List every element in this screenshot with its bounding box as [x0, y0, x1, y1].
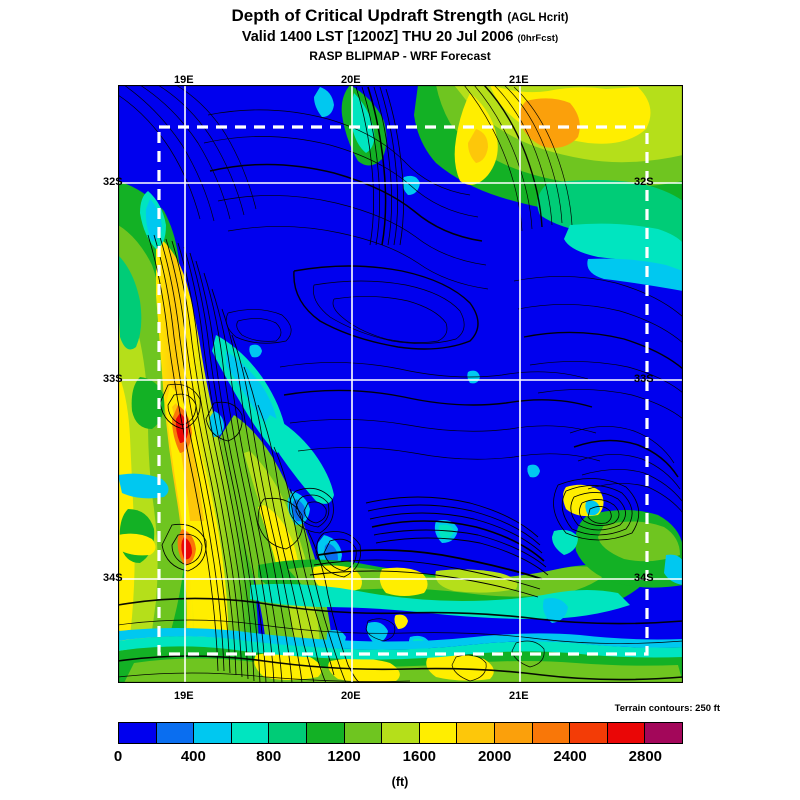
field-valley-blue-pocket-a: [292, 499, 306, 522]
colorbar-band-1800-2000: [457, 723, 495, 743]
field-cell-cyan-2: [366, 622, 388, 643]
colorbar-tick-2000: 2000: [477, 748, 512, 765]
field-north-central-teal: [351, 93, 375, 153]
lon-tick-bottom-21E: 21E: [509, 690, 529, 702]
colorbar-tick-2800: 2800: [628, 748, 663, 765]
colorbar-band-400-600: [194, 723, 232, 743]
model-source-line: RASP BLIPMAP - WRF Forecast: [309, 49, 491, 63]
colorbar-tick-0: 0: [113, 748, 123, 765]
colorbar-tick-2400: 2400: [553, 748, 587, 765]
terrain-contour-east-peak: [553, 478, 640, 541]
colorbar-band-1600-1800: [419, 723, 458, 743]
field-central-south-yellow-b: [379, 567, 428, 596]
terrain-contour-note: Terrain contours: 250 ft: [614, 703, 720, 714]
field-south-yellow-c: [426, 654, 494, 681]
colorbar-band-1400-1600: [382, 723, 420, 743]
field-mtn-spine-main: [156, 235, 260, 683]
forecast-map: [118, 85, 683, 683]
field-northeast-teal-edge: [564, 223, 683, 271]
colorbar-band-1200-1400: [344, 723, 383, 743]
field-mid-cyan-streak-a: [118, 473, 169, 499]
lon-tick-top-20E: 20E: [341, 74, 361, 86]
field-valley-cyan-upper: [226, 351, 278, 428]
main-title-text: Depth of Critical Updraft Strength: [231, 6, 503, 25]
colorbar-band-2000-2200: [494, 723, 533, 743]
colorbar-tick-400: 400: [180, 748, 206, 765]
main-title-units: (AGL Hcrit): [507, 12, 569, 24]
colorbar-tick-1600: 1600: [402, 748, 437, 765]
colorbar-band-2400-2600: [570, 723, 608, 743]
lon-tick-bottom-19E: 19E: [174, 690, 194, 702]
lat-tick-right-34S: 34S: [634, 572, 654, 584]
field-north-orange-small: [468, 129, 488, 163]
field-south-cyan-strip: [118, 628, 683, 650]
colorbar-tick-1200: 1200: [327, 748, 361, 765]
field-northeast-cyan-edge: [587, 258, 683, 291]
page-title: Depth of Critical Updraft Strength (AGL …: [0, 6, 800, 28]
field-central-south-teal-tail: [250, 583, 630, 619]
valid-time-subtitle: Valid 1400 LST [1200Z] THU 20 Jul 2006 (…: [0, 28, 800, 48]
title-block: Depth of Critical Updraft Strength (AGL …: [0, 6, 800, 65]
colorbar-band-2600-2800: [607, 723, 646, 743]
lon-tick-top-19E: 19E: [174, 74, 194, 86]
colorbar-band-600-800: [231, 723, 270, 743]
lat-tick-left-34S: 34S: [103, 572, 123, 584]
terrain-contour-lines: [118, 85, 683, 682]
colorbar-band-800-1000: [269, 723, 307, 743]
field-north-small-cyan-a: [314, 87, 334, 117]
field-cell-cyan-7: [543, 598, 568, 623]
field-valley-blue-pocket-b: [324, 543, 338, 566]
forecast-domain-box: [157, 125, 649, 656]
map-canvas: [118, 85, 683, 683]
field-east-teal-spot: [552, 529, 578, 555]
colorbar-band-0-200: [119, 723, 157, 743]
lat-tick-right-33S: 33S: [634, 373, 654, 385]
colorbar-band-200-400: [156, 723, 195, 743]
field-south-yellow-a: [254, 652, 322, 680]
lon-tick-top-21E: 21E: [509, 74, 529, 86]
field-central-south-yellowgreen: [435, 569, 518, 593]
field-valley-teal-mid: [266, 415, 334, 504]
lat-tick-left-32S: 32S: [103, 176, 123, 188]
field-mid-yellow-streak-a: [118, 533, 156, 556]
lat-tick-right-32S: 32S: [634, 176, 654, 188]
valid-time-text: Valid 1400 LST [1200Z] THU 20 Jul 2006: [241, 29, 514, 45]
field-west-green-upper-patch: [118, 255, 142, 350]
colorbar-band-2200-2400: [532, 723, 571, 743]
field-west-midgreen-blob: [131, 377, 165, 429]
forecast-hour-suffix: (0hrFcst): [517, 33, 559, 44]
colorbar-band-2800-3000: [645, 723, 682, 743]
lat-lon-grid: [118, 85, 683, 683]
field-south-yellow-b: [328, 658, 400, 683]
colorbar-band-1000-1200: [306, 723, 345, 743]
map-frame: [118, 85, 683, 683]
field-mtn-hot-red-b: [181, 537, 192, 560]
field-east-cyan-edge-right: [664, 554, 683, 585]
lat-tick-left-33S: 33S: [103, 373, 123, 385]
lon-tick-bottom-20E: 20E: [341, 690, 361, 702]
field-mid-cyan-dot-d: [249, 344, 262, 358]
field-valley-cyan-pocket-c: [209, 411, 224, 437]
field-cell-teal-1: [438, 524, 454, 539]
field-mid-cyan-dot-b: [527, 464, 540, 478]
field-cell-yellow-6: [394, 614, 408, 629]
colorbar-tick-800: 800: [256, 748, 282, 765]
field-mtn-core-yellow: [166, 385, 228, 683]
colorbar-bands: [118, 722, 683, 744]
colorbar: [118, 722, 683, 744]
colorbar-tick-labels: 0 400 800 1200 1600 2000 2400 2800: [0, 722, 800, 765]
terrain-contour-north-bundle: [355, 86, 404, 246]
colorbar-units-label: (ft): [391, 775, 409, 789]
